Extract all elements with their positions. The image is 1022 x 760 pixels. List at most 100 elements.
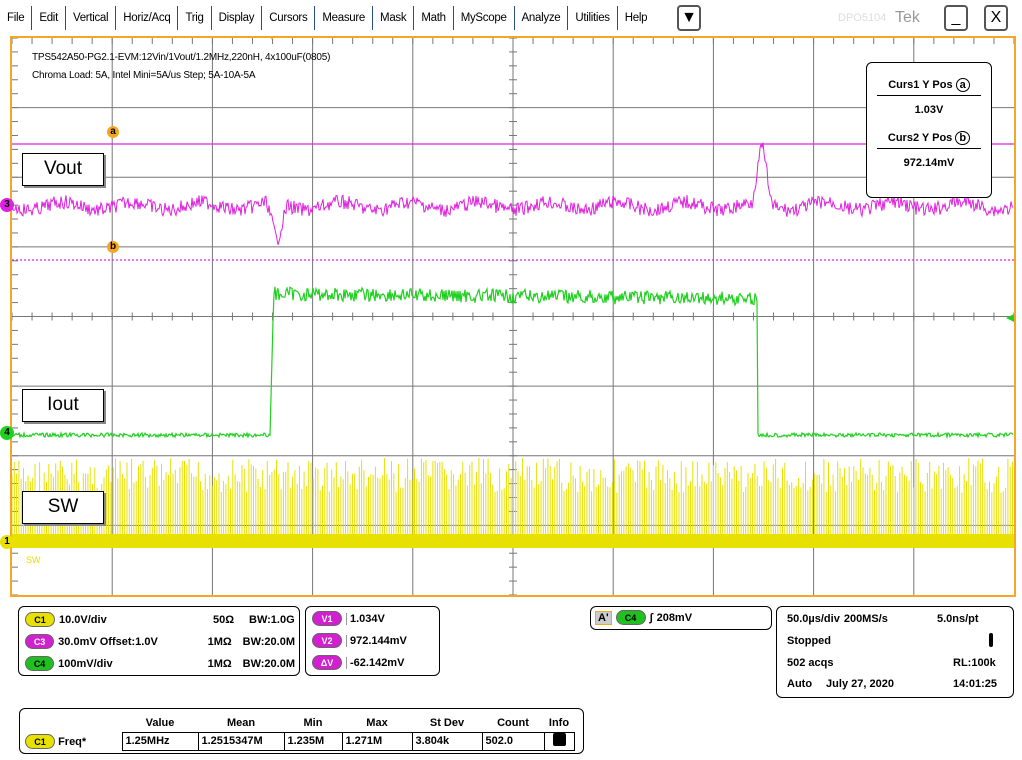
menu-vertical[interactable]: Vertical [66,6,117,30]
measure-source: C1 Freq* [22,732,122,750]
measure-header: Max [366,716,388,729]
waveform-display[interactable] [10,36,1016,597]
channel-bandwidth: BW:20.0M [242,635,296,648]
channel-impedance: 1MΩ [207,657,232,670]
acq-state: Stopped [787,635,831,647]
trigger-level-marker [1006,314,1014,322]
curs2-label: Curs2 Y Pos b [877,131,981,149]
measure-header: Mean [226,716,256,729]
info-icon[interactable] [543,731,575,751]
menu-measure[interactable]: Measure [315,6,374,30]
menu-help[interactable]: Help [624,12,648,24]
sw-label: SW [22,491,104,524]
channel-scale: 100mV/div [58,657,113,670]
date: July 27, 2020 [826,678,894,690]
iout-label: Iout [22,389,104,422]
cursor-1-value: 972.144mV [346,634,436,647]
measure-value: 502.0 [481,731,545,751]
measure-value: 3.804k [411,731,483,751]
menu-math[interactable]: Math [414,6,454,30]
curs1-label: Curs1 Y Pos a [877,78,981,96]
sw-small-label: SW [26,555,41,565]
trigger-mode-auto: Auto [787,678,813,690]
channel-bandwidth: BW:1.0G [249,613,295,626]
screen-title-1: TPS542A50-PG2.1-EVM:12Vin/1Vout/1.2MHz,2… [32,52,331,63]
cursor-0-badge: V1 [312,611,342,626]
cursor-2-badge: ΔV [312,655,342,670]
resolution: 5.0ns/pt [937,613,979,625]
timebase: 50.0µs/div [787,613,840,625]
cursor-0-value: 1.034V [346,612,436,625]
sample-rate: 200MS/s [843,613,888,625]
measure-header: Value [145,716,175,729]
record-length: RL:100k [953,657,996,669]
minimize-button[interactable]: _ [944,5,968,31]
ch1-marker[interactable]: 1 [0,535,14,549]
channel-C1-button[interactable]: C1 [25,612,55,627]
cursor-readout-box: Curs1 Y Pos a 1.03V Curs2 Y Pos b 972.14… [866,62,992,198]
graticule [12,38,1014,595]
menu-trig[interactable]: Trig [178,6,212,30]
menu-analyze[interactable]: Analyze [515,6,569,30]
menu-cursors[interactable]: Cursors [262,6,316,30]
trigger-source: C4 [615,610,646,625]
menu-horizacq[interactable]: Horiz/Acq [116,6,179,30]
measurement-table: Value Mean Min Max St Dev Count Info C1 Freq* 1.… [22,714,575,751]
measurement-panel[interactable]: Value Mean Min Max St Dev Count Info C1 Freq* 1.… [19,708,584,754]
measure-value: 1.235M [283,731,343,751]
menu-utilities[interactable]: Utilities [568,6,618,30]
menu-edit[interactable]: Edit [32,6,66,30]
cursor-1-badge: V2 [312,633,342,648]
acquisition-panel[interactable]: 50.0µs/div 200MS/s 5.0ns/pt Stopped 502 a… [776,606,1014,698]
close-button[interactable]: X [984,5,1008,31]
measure-header: Min [303,716,323,729]
acq-count: 502 acqs [787,657,834,669]
ch4-marker[interactable]: 4 [0,426,14,440]
channel-scale: 30.0mV Offset:1.0V [58,635,158,648]
vout-label: Vout [22,153,104,186]
menu-mask[interactable]: Mask [373,6,415,30]
trigger-level: 208mV [656,611,693,624]
curs1-value: 1.03V [914,104,944,116]
menu-myscope[interactable]: MyScope [454,6,515,30]
cursor-a-icon: a [955,78,970,92]
measure-header: Count [497,716,529,729]
menu-file[interactable]: File [0,6,33,30]
trigger-panel[interactable]: A' C4 ∫ 208mV [590,606,772,630]
menu-bar: File Edit Vertical Horiz/Acq Trig Display Curs… [0,0,1022,36]
time: 14:01:25 [953,678,998,690]
measure-value: 1.2515347M [197,731,285,751]
channel-impedance: 50Ω [213,613,235,626]
model-name: DPO5104 [838,12,887,24]
channel-impedance: 1MΩ [207,635,232,648]
ch1-sw-baseline [12,534,1014,548]
measure-header: Info [548,716,570,729]
measure-value: 1.271M [341,731,413,751]
cursor-values-panel[interactable]: V1 1.034V V2 972.144mV ΔV -62.142mV [305,606,440,676]
curs2-value: 972.14mV [903,157,955,169]
measure-value: 1.25MHz [121,731,199,751]
trigger-position-marker[interactable] [267,38,277,40]
measure-header [22,714,122,732]
channel-bandwidth: BW:20.0M [242,657,296,670]
cursor-2-value: -62.142mV [346,656,436,669]
cursor-b-marker[interactable]: b [107,241,119,253]
rising-edge-icon: ∫ [649,611,653,624]
channel-settings-panel[interactable]: C1 10.0V/div 50Ω BW:1.0G C3 30.0mV Offset:1.0… [18,606,300,676]
channel-scale: 10.0V/div [59,613,107,626]
channel-C4-button[interactable]: C4 [25,656,55,671]
channel-C3-button[interactable]: C3 [25,634,55,649]
ch1-sw-trace [12,458,1013,548]
ch3-marker[interactable]: 3 [0,198,14,212]
cursor-b-icon: b [955,131,971,145]
ch3-vout-trace [12,142,1014,245]
ch4-iout-trace [12,286,1014,440]
menu-display[interactable]: Display [212,6,263,30]
thermometer-icon [989,633,993,647]
cursor-a-marker[interactable]: a [107,126,119,138]
screen-title-2: Chroma Load: 5A, Intel Mini=5A/us Step; … [32,70,256,81]
trigger-mode: A' [595,610,612,625]
menu-dropdown-button[interactable]: ▼ [677,5,701,31]
measure-name: Freq* [58,735,87,748]
tek-logo: Tek [895,9,920,26]
